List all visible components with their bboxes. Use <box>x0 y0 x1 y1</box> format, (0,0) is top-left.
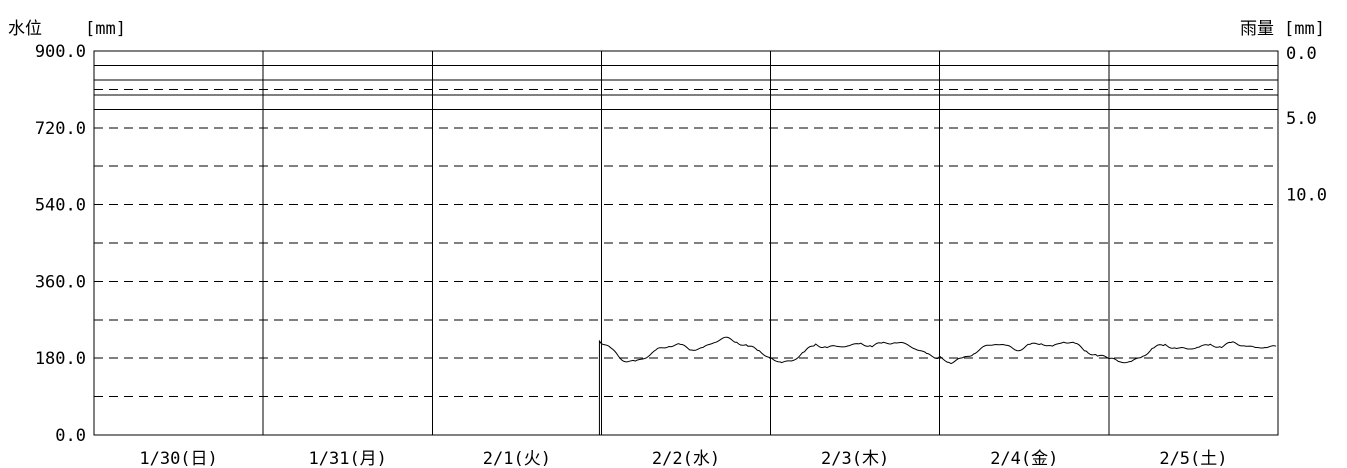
y-tick-label: 360.0 <box>35 272 86 292</box>
x-tick-label: 2/2(水) <box>652 449 720 468</box>
tick-labels: 900.0 720.0 540.0 360.0 180.0 0.0 0.0 5.0 10.0 1/… <box>35 42 1327 468</box>
left-axis-unit: [mm] <box>85 19 126 39</box>
y-tick-label: 720.0 <box>35 119 86 139</box>
x-tick-label: 2/3(木) <box>821 449 889 468</box>
water-level-line <box>598 336 1277 435</box>
y-tick-label: 180.0 <box>35 349 86 369</box>
y-tick-label: 900.0 <box>35 42 86 62</box>
y-tick-label: 540.0 <box>35 196 86 216</box>
plot-border <box>93 50 1279 436</box>
x-tick-label: 1/30(日) <box>139 449 217 468</box>
right-tick-label: 0.0 <box>1286 44 1317 64</box>
grid-lines <box>94 51 1278 435</box>
series-layer <box>598 336 1277 435</box>
x-tick-label: 2/5(土) <box>1159 449 1227 468</box>
x-tick-label: 2/4(金) <box>990 449 1058 468</box>
right-axis-unit: [mm] <box>1284 19 1325 39</box>
right-axis-title: 雨量 <box>1240 19 1274 39</box>
x-tick-label: 1/31(月) <box>309 449 387 468</box>
right-tick-label: 5.0 <box>1286 109 1317 129</box>
y-tick-label: 0.0 <box>55 426 86 446</box>
x-tick-label: 2/1(火) <box>483 449 551 468</box>
plot-frame <box>93 50 1279 436</box>
left-axis-title: 水位 <box>8 19 42 39</box>
right-tick-label: 10.0 <box>1286 186 1327 206</box>
